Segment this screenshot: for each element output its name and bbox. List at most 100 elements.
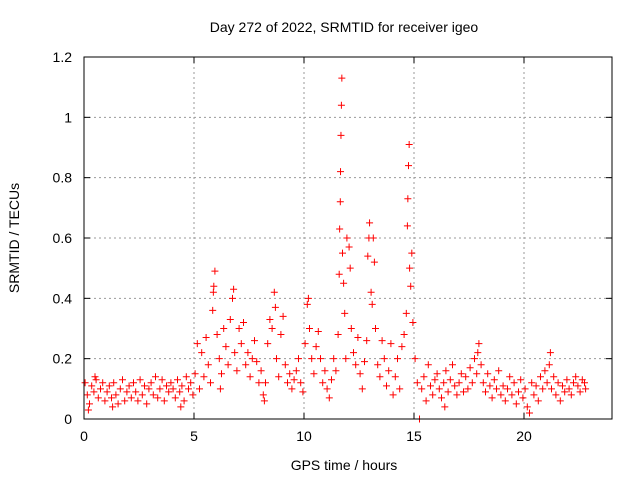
data-point [202,334,210,342]
data-point [433,370,441,378]
data-point [497,391,505,399]
x-axis-label: GPS time / hours [291,457,398,473]
data-point [565,385,573,393]
data-point [512,400,520,408]
data-points [81,74,590,423]
data-point [403,222,411,230]
data-point [292,367,300,375]
data-point [389,391,397,399]
data-point [226,315,234,323]
axis-ticks [83,56,612,420]
data-point [446,376,454,384]
data-point [340,279,348,287]
data-point [196,385,203,393]
data-point [94,394,102,402]
data-point [231,349,239,357]
data-point [453,391,461,399]
grid-lines [84,57,612,419]
data-point [342,355,350,363]
data-point [441,403,449,411]
data-point [284,379,291,387]
data-point [409,318,417,326]
data-point [358,385,366,393]
data-point [193,340,201,348]
data-point [546,349,554,357]
data-point [442,367,450,375]
data-point [224,361,232,369]
data-point [431,376,439,384]
data-point [528,379,536,387]
data-point [130,379,137,387]
data-point [242,361,250,369]
data-point [132,388,140,396]
data-point [301,340,309,348]
data-point [534,397,542,405]
data-point [177,403,185,411]
data-point [490,376,498,384]
data-point [210,282,218,290]
data-point [253,358,261,366]
data-point [368,300,376,308]
data-point [121,397,129,405]
data-point [347,325,355,332]
data-point [504,385,511,393]
data-point [163,382,170,390]
data-point [488,394,496,402]
data-point [543,379,551,387]
data-point [493,385,500,393]
x-tick-label: 5 [190,428,198,444]
data-point [156,385,164,393]
data-point [235,325,243,332]
data-point [374,361,382,369]
data-point [444,388,452,396]
data-point [325,394,333,402]
data-point [110,379,118,387]
data-point [339,249,346,257]
data-point [391,373,399,381]
data-point [297,379,305,387]
data-point [508,391,516,399]
data-point [455,379,463,387]
data-point [532,382,540,390]
x-tick-labels: 0 5 10 15 20 [80,428,532,444]
data-point [400,331,408,339]
data-point [356,370,364,378]
data-point [449,361,456,369]
data-point [105,382,113,390]
data-point [149,391,157,399]
data-point [171,394,179,402]
data-point [310,370,318,378]
data-point [563,376,571,384]
data-point [233,367,241,375]
data-point [337,168,345,176]
data-point [501,397,509,405]
data-point [451,382,459,390]
data-point [86,400,93,408]
data-point [506,373,514,381]
data-point [277,331,285,339]
data-point [466,364,474,372]
data-point [576,388,584,396]
data-point [304,294,312,302]
data-point [499,382,507,390]
data-point [474,349,482,357]
data-point [387,340,395,348]
data-point [510,379,518,387]
data-point [561,388,569,396]
data-point [471,355,478,363]
data-point [200,373,208,381]
data-point [574,382,582,390]
data-point [440,379,448,387]
data-point [222,343,230,351]
chart-title: Day 272 of 2022, SRMTID for receiver ige… [210,19,479,35]
data-point [462,373,470,381]
x-tick-label: 20 [516,428,532,444]
data-point [556,397,564,405]
data-point [539,385,547,393]
data-point [424,361,432,369]
y-tick-label: 0.6 [53,230,73,246]
y-tick-labels: 0 0.2 0.4 0.6 0.8 1 1.2 [53,49,73,427]
data-point [257,367,265,375]
data-point [174,376,181,384]
